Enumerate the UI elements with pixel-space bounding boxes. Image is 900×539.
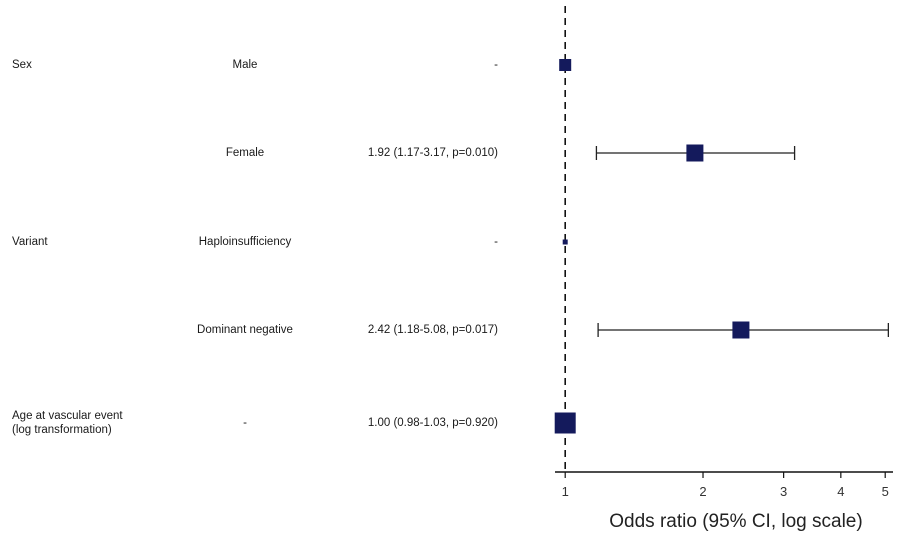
row-variable-label: Age at vascular event (log transformation… (12, 409, 123, 437)
row-variable-line: Variant (12, 236, 48, 248)
row-variable-line: (log transformation) (12, 424, 112, 436)
row-estimate-text: 1.00 (0.98-1.03, p=0.920) (367, 417, 498, 429)
x-tick-label: 5 (882, 484, 889, 499)
row-level-label: Dominant negative (197, 324, 293, 336)
row-estimate-text: 2.42 (1.18-5.08, p=0.017) (367, 324, 498, 336)
x-tick-label: 3 (780, 484, 787, 499)
point-estimate (554, 412, 576, 434)
x-tick-label: 2 (699, 484, 706, 499)
x-axis-title: Odds ratio (95% CI, log scale) (609, 511, 862, 532)
point-estimate (686, 144, 704, 162)
row-variable-line: Age at vascular event (12, 410, 123, 422)
row-estimate-text: - (494, 236, 498, 248)
point-estimate (732, 321, 750, 339)
row-estimate-text: 1.92 (1.17-3.17, p=0.010) (367, 147, 498, 159)
x-tick-label: 1 (562, 484, 569, 499)
row-estimate-text: - (494, 59, 498, 71)
row-level-label: Male (232, 59, 258, 71)
row-variable-line: Sex (12, 59, 32, 71)
x-tick-label: 4 (837, 484, 844, 499)
point-estimate (562, 239, 568, 245)
row-variable-label: Variant (12, 235, 48, 249)
point-estimate (559, 59, 572, 71)
row-variable-label: Sex (12, 58, 32, 72)
row-level-label: - (243, 417, 247, 429)
row-level-label: Haploinsufficiency (198, 236, 292, 248)
row-level-label: Female (225, 147, 265, 159)
